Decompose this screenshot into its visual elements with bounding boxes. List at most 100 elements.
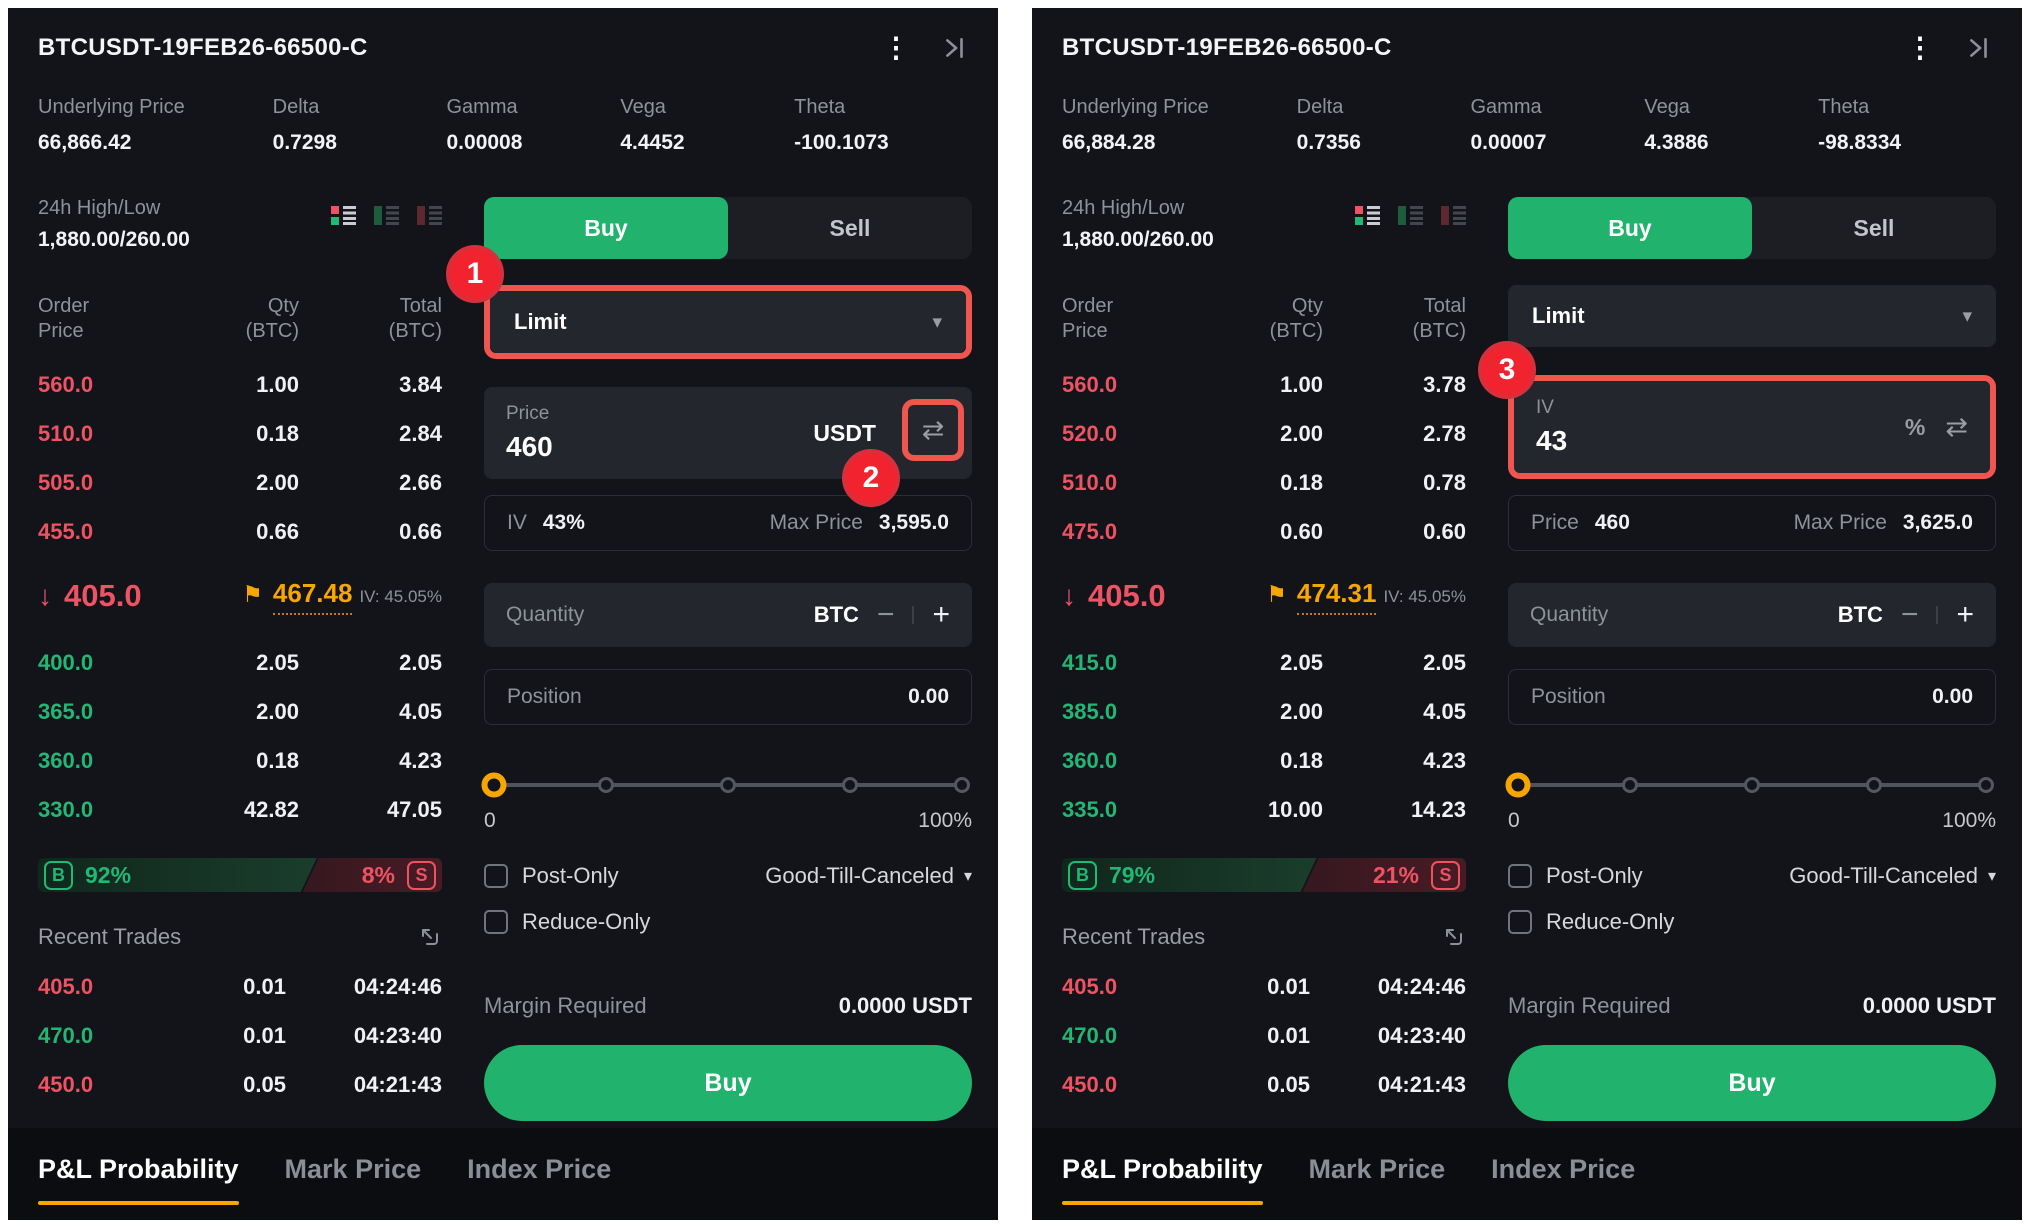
quantity-minus-button[interactable]: − — [1900, 598, 1919, 631]
slider-dot[interactable] — [1744, 777, 1760, 793]
quantity-slider[interactable] — [481, 772, 972, 798]
ask-row[interactable]: 510.0 0.18 0.78 — [1062, 469, 1466, 495]
annotation-highlight-iv: IV 43 % ⇄ — [1508, 375, 1996, 479]
expand-trades-icon[interactable] — [1442, 925, 1466, 949]
buy-sell-ratio-bar: B 92% 8% S — [38, 858, 442, 892]
sell-tab[interactable]: Sell — [829, 214, 871, 241]
time-in-force-select[interactable]: Good-Till-Canceled ▾ — [1789, 863, 1996, 888]
sell-ratio-pct: 8% — [361, 861, 395, 888]
orderbook-header: Order Price Qty (BTC) Total (BTC) — [1062, 294, 1466, 344]
bid-row[interactable]: 335.0 10.00 14.23 — [1062, 796, 1466, 822]
delta-label: Delta — [1296, 96, 1344, 118]
slider-dot[interactable] — [598, 777, 614, 793]
orderbook-view-bids-icon[interactable] — [1398, 205, 1423, 252]
swap-unit-icon[interactable]: ⇄ — [921, 414, 945, 445]
iv-label: IV — [1536, 397, 1554, 418]
bid-row[interactable]: 400.0 2.05 2.05 — [38, 649, 442, 675]
tab-index-price[interactable]: Index Price — [467, 1154, 612, 1184]
order-type-select[interactable]: Limit ▾ — [1508, 285, 1996, 347]
slider-dot[interactable] — [842, 777, 858, 793]
ask-row[interactable]: 475.0 0.60 0.60 — [1062, 518, 1466, 544]
tab-mark-price[interactable]: Mark Price — [1308, 1154, 1446, 1184]
greeks-row: Underlying Price 66,884.28 Delta 0.7356 Ga… — [1032, 62, 2022, 155]
kebab-menu-icon[interactable]: ⋮ — [882, 32, 910, 63]
chart-tabs: P&L Probability Mark Price Index Price — [8, 1128, 998, 1220]
kebab-menu-icon[interactable]: ⋮ — [1906, 32, 1934, 63]
recent-trades-list: 405.0 0.01 04:24:46 470.0 0.01 04:23:40 450.… — [1062, 962, 1466, 1109]
slider-dot[interactable] — [1866, 777, 1882, 793]
post-only-option[interactable]: Post-Only — [484, 863, 619, 889]
position-label: Position — [507, 685, 582, 708]
orderbook-view-bids-icon[interactable] — [374, 205, 399, 252]
bid-row[interactable]: 385.0 2.00 4.05 — [1062, 698, 1466, 724]
post-only-checkbox[interactable] — [484, 864, 508, 888]
orderbook-view-both-icon[interactable] — [1355, 205, 1380, 252]
quantity-minus-button[interactable]: − — [876, 598, 895, 631]
mark-iv: IV: 45.05% — [1383, 586, 1466, 606]
iv-field[interactable]: IV 43 % ⇄ — [1514, 381, 1990, 473]
bids-list: 415.0 2.05 2.05 385.0 2.00 4.05 360.0 0.18 4.2… — [1062, 638, 1466, 834]
order-form: Buy Sell 1 Limit ▾ Price 460 USDT — [446, 197, 972, 1128]
buy-tab[interactable]: Buy — [484, 197, 728, 259]
quantity-slider[interactable] — [1505, 772, 1996, 798]
percent-unit: % — [1904, 413, 1926, 440]
reduce-only-checkbox[interactable] — [1508, 910, 1532, 934]
quantity-unit: BTC — [1837, 602, 1883, 627]
slider-dot[interactable] — [720, 777, 736, 793]
ask-row[interactable]: 560.0 1.00 3.84 — [38, 371, 442, 397]
tab-mark-price[interactable]: Mark Price — [284, 1154, 422, 1184]
expand-trades-icon[interactable] — [418, 925, 442, 949]
slider-dot[interactable] — [1978, 777, 1994, 793]
ask-row[interactable]: 455.0 0.66 0.66 — [38, 518, 442, 544]
tab-index-price[interactable]: Index Price — [1491, 1154, 1636, 1184]
order-type-select[interactable]: Limit ▾ — [490, 291, 966, 353]
margin-required-label: Margin Required — [484, 993, 647, 1018]
collapse-panel-icon[interactable] — [942, 35, 968, 61]
max-price-value: 3,595.0 — [878, 511, 949, 534]
bid-row[interactable]: 415.0 2.05 2.05 — [1062, 649, 1466, 675]
quantity-field[interactable]: Quantity BTC − + — [484, 583, 972, 647]
tab-pnl-probability[interactable]: P&L Probability — [38, 1154, 239, 1220]
ask-row[interactable]: 510.0 0.18 2.84 — [38, 420, 442, 446]
ask-row[interactable]: 520.0 2.00 2.78 — [1062, 420, 1466, 446]
bid-row[interactable]: 330.0 42.82 47.05 — [38, 796, 442, 822]
buy-ratio-badge: B — [1068, 861, 1097, 890]
sell-tab[interactable]: Sell — [1853, 214, 1895, 241]
slider-handle[interactable] — [1505, 772, 1531, 798]
quantity-plus-button[interactable]: + — [1956, 598, 1974, 631]
trade-row: 470.0 0.01 04:23:40 — [1062, 1022, 1466, 1048]
quantity-label: Quantity — [1530, 603, 1609, 626]
swap-unit-icon[interactable]: ⇄ — [1945, 411, 1968, 442]
orderbook-view-asks-icon[interactable] — [1441, 205, 1466, 252]
ask-row[interactable]: 505.0 2.00 2.66 — [38, 469, 442, 495]
time-in-force-select[interactable]: Good-Till-Canceled ▾ — [765, 863, 972, 888]
slider-dot[interactable] — [1622, 777, 1638, 793]
reduce-only-option[interactable]: Reduce-Only — [1508, 909, 1674, 935]
ask-row[interactable]: 560.0 1.00 3.78 — [1062, 371, 1466, 397]
bid-row[interactable]: 360.0 0.18 4.23 — [1062, 747, 1466, 773]
side-switch: Buy Sell — [484, 197, 972, 259]
reduce-only-checkbox[interactable] — [484, 910, 508, 934]
collapse-panel-icon[interactable] — [1966, 35, 1992, 61]
buy-submit-button[interactable]: Buy — [484, 1045, 972, 1121]
quantity-plus-button[interactable]: + — [932, 598, 950, 631]
orderbook-view-asks-icon[interactable] — [417, 205, 442, 252]
post-only-option[interactable]: Post-Only — [1508, 863, 1643, 889]
buy-tab[interactable]: Buy — [1508, 197, 1752, 259]
margin-required-value: 0.0000 USDT — [838, 993, 972, 1018]
tab-pnl-probability[interactable]: P&L Probability — [1062, 1154, 1263, 1220]
asks-list: 560.0 1.00 3.78 520.0 2.00 2.78 510.0 0.18 0.7… — [1062, 360, 1466, 556]
buy-submit-button[interactable]: Buy — [1508, 1045, 1996, 1121]
price-info-row: Price 460 Max Price 3,625.0 — [1508, 495, 1996, 551]
reduce-only-option[interactable]: Reduce-Only — [484, 909, 650, 935]
post-only-checkbox[interactable] — [1508, 864, 1532, 888]
slider-dot[interactable] — [954, 777, 970, 793]
quantity-field[interactable]: Quantity BTC − + — [1508, 583, 1996, 647]
orderbook-view-both-icon[interactable] — [331, 205, 356, 252]
vega-value: 4.4452 — [620, 131, 685, 154]
bid-row[interactable]: 360.0 0.18 4.23 — [38, 747, 442, 773]
delta-label: Delta — [272, 96, 320, 118]
bid-row[interactable]: 365.0 2.00 4.05 — [38, 698, 442, 724]
price-field[interactable]: Price 460 USDT ⇄ 2 — [484, 387, 972, 507]
slider-handle[interactable] — [481, 772, 507, 798]
